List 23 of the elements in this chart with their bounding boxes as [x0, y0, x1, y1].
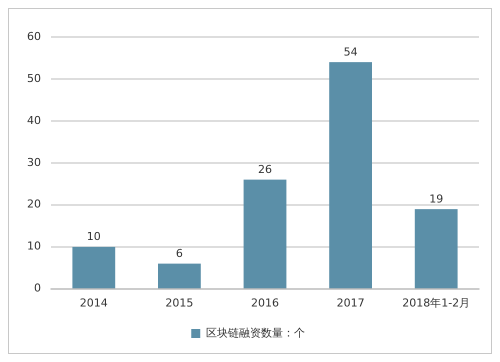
y-tick-label: 20	[26, 198, 41, 211]
bar	[158, 264, 201, 288]
data-label: 54	[344, 46, 358, 59]
y-tick-label: 40	[26, 114, 41, 127]
x-tick-label: 2014	[80, 296, 108, 310]
legend-label: 区块链融资数量：个	[206, 326, 305, 340]
x-tick-label: 2015	[165, 296, 194, 310]
x-tick-label: 2016	[251, 296, 279, 310]
y-tick-label: 60	[26, 30, 41, 43]
bar	[414, 209, 458, 288]
data-label: 19	[429, 192, 444, 206]
data-label: 26	[258, 163, 272, 176]
y-tick-label: 0	[34, 282, 41, 295]
data-label: 6	[176, 246, 183, 260]
x-tick-label: 2017	[336, 296, 365, 310]
y-tick-label: 50	[26, 72, 41, 85]
bar	[72, 246, 116, 288]
y-tick-label: 10	[26, 240, 41, 253]
x-tick-label: 2018年1-2月	[402, 296, 470, 310]
y-tick-label: 30	[26, 156, 41, 169]
bar	[244, 180, 286, 288]
bar	[329, 62, 372, 288]
data-label: 10	[86, 230, 101, 244]
